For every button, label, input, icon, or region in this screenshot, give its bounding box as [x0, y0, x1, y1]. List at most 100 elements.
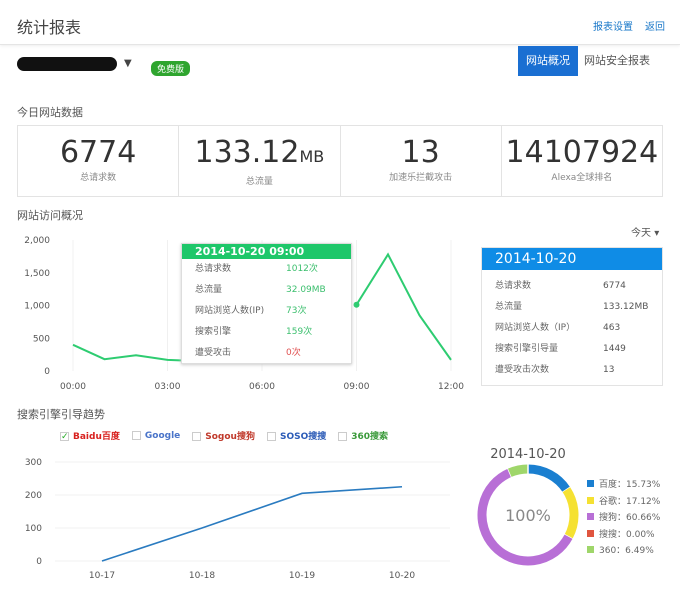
panel-value: 463 — [603, 323, 621, 333]
engine-logo: 360搜索 — [351, 432, 389, 442]
engine-logo: Sogou搜狗 — [205, 432, 255, 442]
tooltip-key: 搜索引擎 — [195, 327, 232, 337]
x-tick-label: 06:00 — [249, 382, 275, 392]
legend-swatch — [587, 496, 594, 504]
engine-toggle[interactable]: Google — [131, 430, 181, 441]
donut-legend: 百度：15.73% 谷歌：17.12% 搜狗：60.66% 搜搜：0.00% 360：6… — [587, 477, 660, 560]
legend-label: 搜搜：0.00% — [599, 529, 655, 540]
y-tick-label: 0 — [36, 557, 42, 567]
panel-row: 总请求数 6774 — [482, 276, 662, 297]
checkbox[interactable] — [266, 431, 276, 441]
x-tick-label: 10-19 — [289, 571, 315, 581]
range-label: 今天 — [631, 228, 651, 239]
back-link[interactable]: 返回 — [645, 22, 665, 33]
tooltip-row: 遭受攻击 0次 — [182, 343, 351, 364]
donut-legend-item: 360：6.49% — [587, 543, 660, 560]
engine-logo: SOSO搜搜 — [279, 432, 327, 442]
panel-value: 13 — [603, 365, 615, 375]
section-title-search: 搜索引擎引导趋势 — [17, 408, 105, 421]
stat-attacks: 13 加速乐拦截攻击 — [341, 126, 502, 196]
tab-security-report[interactable]: 网站安全报表 — [584, 54, 650, 67]
tooltip-row: 总请求数 1012次 — [182, 259, 351, 280]
search-trend-chart: 0 100 200 300 10-17 10-18 10-19 10-20 — [25, 458, 450, 581]
tooltip-key: 总流量 — [195, 285, 223, 295]
section-title-overview: 网站访问概况 — [17, 209, 83, 222]
chart-tooltip: 2014-10-20 09:00 总请求数 1012次 总流量 32.09MB 网站浏览… — [181, 243, 352, 364]
legend-label: 搜狗：60.66% — [599, 513, 661, 523]
engine-toggle[interactable]: SOSO搜搜 — [266, 429, 327, 442]
search-share-donut: 2014-10-20 100% — [477, 447, 579, 566]
y-tick-label: 0 — [44, 367, 50, 377]
engine-logo: Baidu百度 — [73, 432, 120, 442]
chevron-down-icon: ▾ — [654, 228, 660, 239]
stat-value: 13 — [401, 135, 440, 170]
tab-overview[interactable]: 网站概况 — [518, 46, 578, 76]
stat-label: 总请求数 — [80, 173, 117, 183]
donut-legend-item: 谷歌：17.12% — [587, 494, 660, 511]
stat-value: 14107924 — [505, 135, 659, 170]
series-line — [355, 252, 452, 361]
tooltip-value: 1012次 — [286, 264, 318, 274]
panel-value: 133.12MB — [603, 302, 649, 312]
legend-label: 百度：15.73% — [599, 480, 661, 490]
stat-label: Alexa全球排名 — [551, 173, 613, 183]
chevron-down-icon[interactable]: ▼ — [124, 58, 132, 69]
y-tick-label: 200 — [25, 491, 42, 501]
stat-label: 加速乐拦截攻击 — [389, 173, 453, 183]
panel-row: 搜索引擎引导量 1449 — [482, 339, 662, 360]
engine-logo: Google — [144, 431, 181, 441]
tooltip-row: 搜索引擎 159次 — [182, 322, 351, 343]
donut-legend-item: 搜狗：60.66% — [587, 510, 660, 527]
tooltip-value: 32.09MB — [286, 285, 326, 295]
report-settings-link[interactable]: 报表设置 — [593, 22, 633, 33]
donut-slice — [562, 487, 579, 539]
tooltip-row: 总流量 32.09MB — [182, 280, 351, 301]
panel-row: 遭受攻击次数 13 — [482, 360, 662, 381]
x-tick-label: 03:00 — [155, 382, 181, 392]
engine-legend: ✓ Baidu百度 Google Sogou搜狗 SOSO搜搜 360搜索 — [60, 429, 388, 442]
checkbox[interactable] — [338, 431, 348, 441]
section-title-today: 今日网站数据 — [17, 106, 83, 119]
legend-label: 谷歌：17.12% — [599, 496, 661, 507]
legend-swatch — [587, 529, 594, 537]
checkbox[interactable] — [192, 431, 202, 441]
panel-key: 网站浏览人数（IP） — [495, 323, 576, 333]
panel-value: 1449 — [603, 344, 626, 354]
tooltip-key: 网站浏览人数(IP) — [195, 306, 265, 316]
panel-row: 总流量 133.12MB — [482, 297, 662, 318]
header — [0, 0, 680, 45]
y-tick-label: 1,500 — [24, 269, 50, 279]
stat-alexa: 14107924 Alexa全球排名 — [502, 126, 662, 196]
panel-value: 6774 — [603, 281, 626, 291]
donut-center-label: 100% — [505, 506, 551, 525]
tooltip-key: 总请求数 — [195, 264, 232, 274]
panel-key: 遭受攻击次数 — [495, 365, 550, 375]
engine-toggle[interactable]: Sogou搜狗 — [192, 429, 255, 442]
checkbox[interactable]: ✓ — [60, 431, 69, 442]
tooltip-key: 遭受攻击 — [195, 348, 232, 358]
tooltip-row: 网站浏览人数(IP) 73次 — [182, 301, 351, 322]
tooltip-value: 159次 — [286, 327, 313, 337]
x-tick-label: 00:00 — [60, 382, 86, 392]
legend-label: 360：6.49% — [599, 546, 654, 556]
y-tick-label: 300 — [25, 458, 42, 468]
stat-value: 6774 — [59, 135, 137, 170]
x-tick-label: 09:00 — [344, 382, 370, 392]
page-title: 统计报表 — [17, 18, 82, 37]
x-tick-label: 10-18 — [189, 571, 215, 581]
donut-legend-item: 百度：15.73% — [587, 477, 660, 494]
slice-separator — [563, 533, 574, 540]
y-tick-label: 1,000 — [24, 302, 50, 312]
engine-toggle[interactable]: 360搜索 — [338, 429, 388, 442]
site-selector[interactable] — [17, 57, 117, 71]
tooltip-value: 73次 — [286, 306, 307, 316]
checkbox[interactable] — [131, 430, 141, 440]
panel-row: 网站浏览人数（IP） 463 — [482, 318, 662, 339]
range-dropdown[interactable]: 今天 ▾ — [631, 224, 659, 239]
legend-swatch — [587, 513, 594, 520]
stats-row: 6774 总请求数 133.12MB 总流量 13 加速乐拦截攻击 14107924 A… — [17, 125, 663, 197]
panel-key: 总请求数 — [495, 281, 532, 291]
plan-badge: 免费版 — [151, 61, 191, 76]
stat-traffic: 133.12MB 总流量 — [179, 126, 341, 196]
engine-toggle[interactable]: ✓ Baidu百度 — [60, 429, 120, 442]
